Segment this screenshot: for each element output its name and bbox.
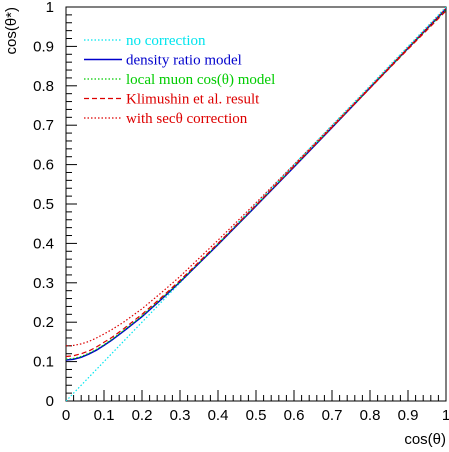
- legend-entry: local muon cos(θ) model: [126, 72, 275, 88]
- x-tick-label: 0.7: [322, 407, 343, 424]
- series-line-3: [66, 9, 446, 360]
- x-tick-label: 0.2: [132, 407, 153, 424]
- y-tick-label: 0.1: [33, 354, 54, 371]
- x-axis-ticks: [65, 390, 447, 401]
- x-tick-label: 0.3: [170, 407, 191, 424]
- x-tick-label: 0.4: [208, 407, 229, 424]
- x-tick-label: 0.6: [284, 407, 305, 424]
- y-tick-label: 0.9: [33, 38, 54, 55]
- y-tick-label: 0.6: [33, 157, 54, 174]
- x-tick-label: 0.1: [94, 407, 115, 424]
- x-tick-label: 0.5: [246, 407, 267, 424]
- legend-entry: with secθ correction: [126, 111, 248, 127]
- series-line-4: [66, 10, 446, 358]
- series-layer: [66, 7, 446, 401]
- y-tick-label: 0.4: [33, 235, 54, 252]
- y-axis-title: cos(θ*): [3, 7, 20, 55]
- x-axis-tick-labels: 0 0.1 0.2 0.3 0.4 0.5 0.6 0.7 0.8 0.9 1: [62, 407, 449, 424]
- x-tick-label: 0: [62, 407, 70, 424]
- legend: no correction density ratio model local mu…: [84, 33, 275, 127]
- x-axis-title: cos(θ): [404, 431, 446, 448]
- legend-entry: density ratio model: [126, 53, 242, 69]
- y-tick-label: 0.8: [33, 78, 54, 95]
- legend-entry: Klimushin et al. result: [126, 92, 260, 108]
- series-line-2: [66, 8, 446, 361]
- x-tick-label: 0.9: [398, 407, 419, 424]
- y-tick-label: 0.7: [33, 117, 54, 134]
- y-axis-tick-labels: 0 0.1 0.2 0.3 0.4 0.5 0.6 0.7 0.8 0.9 1: [33, 0, 54, 410]
- legend-entry: no correction: [126, 33, 206, 49]
- y-tick-label: 1: [46, 0, 54, 16]
- x-tick-label: 0.8: [360, 407, 381, 424]
- y-tick-label: 0.3: [33, 275, 54, 292]
- series-line-1: [66, 7, 446, 401]
- y-tick-label: 0.5: [33, 196, 54, 213]
- x-tick-label: 1: [442, 407, 449, 424]
- y-tick-label: 0: [46, 393, 54, 410]
- y-tick-label: 0.2: [33, 314, 54, 331]
- y-axis-ticks: [66, 6, 77, 402]
- series-line-5: [66, 7, 446, 347]
